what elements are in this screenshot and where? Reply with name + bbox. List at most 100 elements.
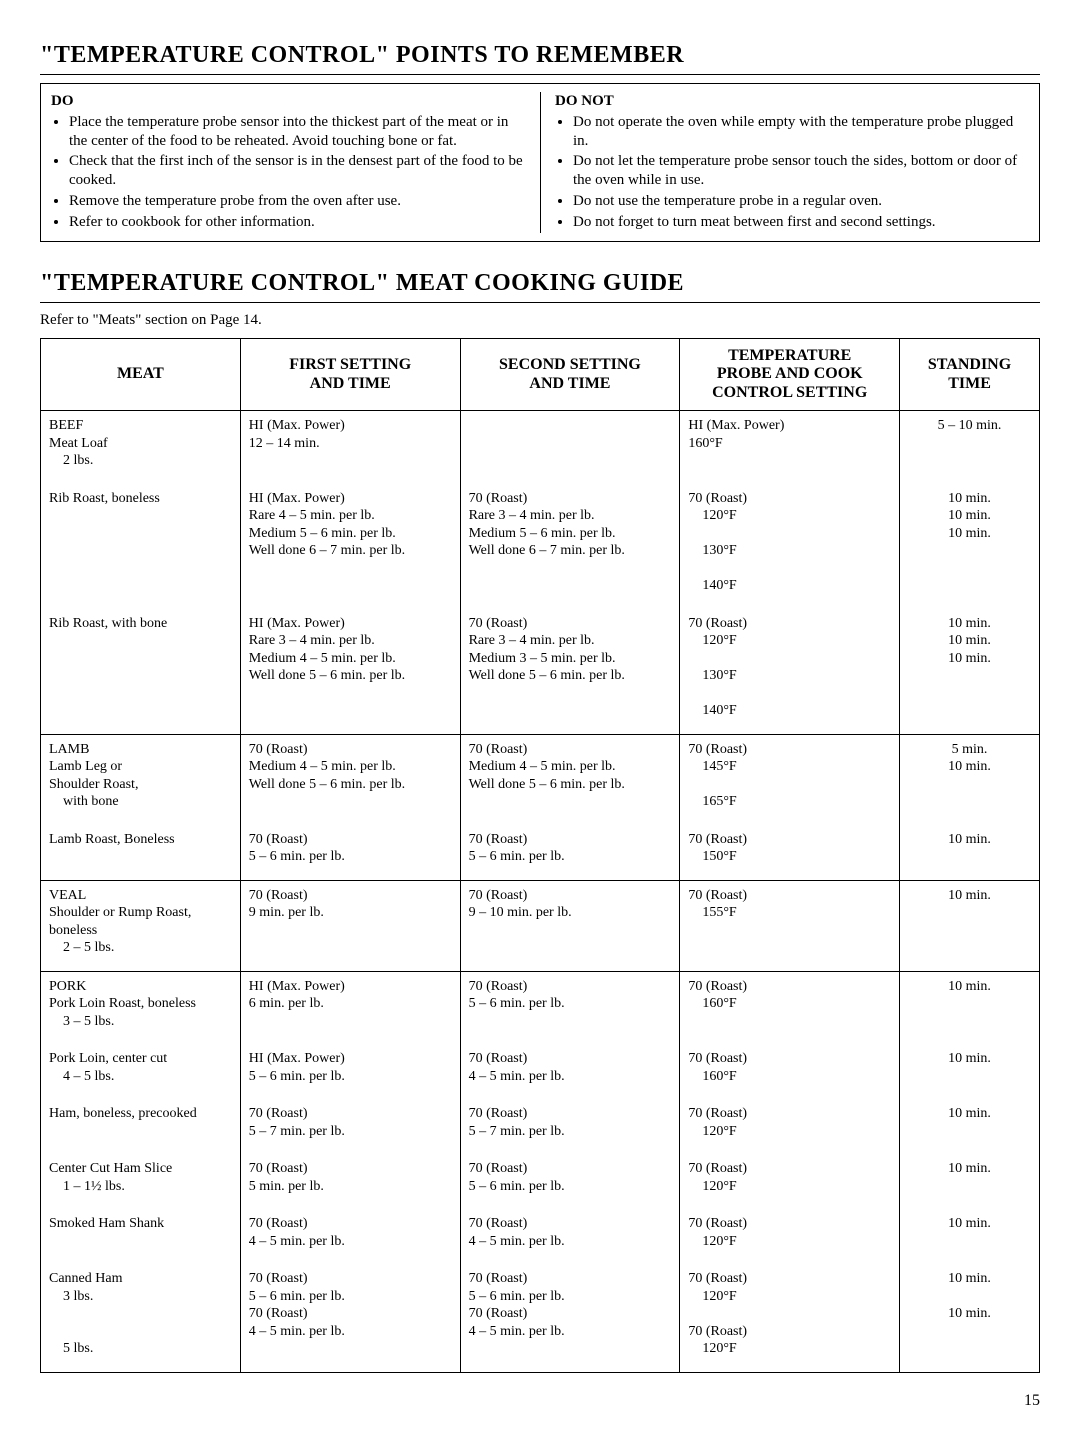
cell-first: 70 (Roast)5 – 6 min. per lb.70 (Roast)4 … xyxy=(240,1264,460,1372)
cell-temp: 70 (Roast)145°F165°F xyxy=(680,734,900,825)
cell-temp: 70 (Roast)120°F xyxy=(680,1099,900,1154)
cell-second: 70 (Roast)5 – 7 min. per lb. xyxy=(460,1099,680,1154)
cell-stand: 10 min. xyxy=(900,1044,1040,1099)
cell-stand: 10 min. xyxy=(900,1154,1040,1209)
donot-item: Do not let the temperature probe sensor … xyxy=(573,152,1029,190)
meat-cooking-guide-table: MEAT FIRST SETTINGAND TIME SECOND SETTIN… xyxy=(40,338,1040,1373)
table-row: Center Cut Ham Slice1 – 1½ lbs.70 (Roast… xyxy=(41,1154,1040,1209)
header-second: SECOND SETTINGAND TIME xyxy=(460,339,680,411)
cell-second: 70 (Roast)Rare 3 – 4 min. per lb.Medium … xyxy=(460,484,680,609)
cell-second: 70 (Roast)5 – 6 min. per lb.70 (Roast)4 … xyxy=(460,1264,680,1372)
cell-second: 70 (Roast)5 – 6 min. per lb. xyxy=(460,825,680,881)
donot-item: Do not forget to turn meat between first… xyxy=(573,213,1029,232)
table-header-row: MEAT FIRST SETTINGAND TIME SECOND SETTIN… xyxy=(41,339,1040,411)
cell-first: HI (Max. Power)6 min. per lb. xyxy=(240,971,460,1044)
section-title-1: "TEMPERATURE CONTROL" POINTS TO REMEMBER xyxy=(40,40,1040,70)
table-row: Lamb Roast, Boneless70 (Roast)5 – 6 min.… xyxy=(41,825,1040,881)
table-row: Smoked Ham Shank70 (Roast)4 – 5 min. per… xyxy=(41,1209,1040,1264)
cell-meat: Rib Roast, with bone xyxy=(41,609,241,735)
cell-first: 70 (Roast)Medium 4 – 5 min. per lb.Well … xyxy=(240,734,460,825)
cell-second: 70 (Roast)Medium 4 – 5 min. per lb.Well … xyxy=(460,734,680,825)
cell-second xyxy=(460,411,680,484)
cell-stand: 10 min.10 min.10 min. xyxy=(900,484,1040,609)
do-item: Refer to cookbook for other information. xyxy=(69,213,526,232)
do-heading: DO xyxy=(51,92,526,111)
table-row: VEALShoulder or Rump Roast,boneless2 – 5… xyxy=(41,880,1040,971)
cell-temp: 70 (Roast)120°F70 (Roast)120°F xyxy=(680,1264,900,1372)
page-number: 15 xyxy=(40,1391,1040,1411)
cell-second: 70 (Roast)5 – 6 min. per lb. xyxy=(460,1154,680,1209)
cell-stand: 10 min. xyxy=(900,1099,1040,1154)
cell-second: 70 (Roast)9 – 10 min. per lb. xyxy=(460,880,680,971)
cell-temp: 70 (Roast)120°F130°F140°F xyxy=(680,484,900,609)
cell-first: 70 (Roast)5 min. per lb. xyxy=(240,1154,460,1209)
cell-meat: Smoked Ham Shank xyxy=(41,1209,241,1264)
table-row: Rib Roast, bonelessHI (Max. Power)Rare 4… xyxy=(41,484,1040,609)
cell-second: 70 (Roast)4 – 5 min. per lb. xyxy=(460,1044,680,1099)
cell-meat: Center Cut Ham Slice1 – 1½ lbs. xyxy=(41,1154,241,1209)
cell-meat: Rib Roast, boneless xyxy=(41,484,241,609)
cell-stand: 5 min.10 min. xyxy=(900,734,1040,825)
do-list: Place the temperature probe sensor into … xyxy=(69,113,526,232)
cell-stand: 10 min. xyxy=(900,825,1040,881)
header-first: FIRST SETTINGAND TIME xyxy=(240,339,460,411)
cell-meat: VEALShoulder or Rump Roast,boneless2 – 5… xyxy=(41,880,241,971)
cell-second: 70 (Roast)4 – 5 min. per lb. xyxy=(460,1209,680,1264)
cell-first: 70 (Roast)5 – 6 min. per lb. xyxy=(240,825,460,881)
cell-stand: 10 min. xyxy=(900,971,1040,1044)
do-item: Remove the temperature probe from the ov… xyxy=(69,192,526,211)
points-box: DO Place the temperature probe sensor in… xyxy=(40,83,1040,242)
do-item: Place the temperature probe sensor into … xyxy=(69,113,526,151)
cell-stand: 10 min. xyxy=(900,1209,1040,1264)
donot-item: Do not operate the oven while empty with… xyxy=(573,113,1029,151)
table-row: PORKPork Loin Roast, boneless3 – 5 lbs.H… xyxy=(41,971,1040,1044)
cell-meat: LAMBLamb Leg orShoulder Roast,with bone xyxy=(41,734,241,825)
table-row: LAMBLamb Leg orShoulder Roast,with bone7… xyxy=(41,734,1040,825)
cell-temp: 70 (Roast)155°F xyxy=(680,880,900,971)
cell-first: 70 (Roast)5 – 7 min. per lb. xyxy=(240,1099,460,1154)
header-temp: TEMPERATUREPROBE AND COOKCONTROL SETTING xyxy=(680,339,900,411)
do-column: DO Place the temperature probe sensor in… xyxy=(51,92,540,233)
header-stand: STANDINGTIME xyxy=(900,339,1040,411)
donot-heading: DO NOT xyxy=(555,92,1029,111)
cell-meat: Lamb Roast, Boneless xyxy=(41,825,241,881)
cell-temp: 70 (Roast)150°F xyxy=(680,825,900,881)
horizontal-rule xyxy=(40,302,1040,303)
reference-line: Refer to "Meats" section on Page 14. xyxy=(40,311,1040,330)
table-row: Ham, boneless, precooked70 (Roast)5 – 7 … xyxy=(41,1099,1040,1154)
donot-list: Do not operate the oven while empty with… xyxy=(573,113,1029,232)
table-row: BEEFMeat Loaf2 lbs.HI (Max. Power)12 – 1… xyxy=(41,411,1040,484)
section-title-2: "TEMPERATURE CONTROL" MEAT COOKING GUIDE xyxy=(40,268,1040,298)
cell-temp: 70 (Roast)120°F xyxy=(680,1154,900,1209)
cell-first: 70 (Roast)4 – 5 min. per lb. xyxy=(240,1209,460,1264)
cell-first: HI (Max. Power)12 – 14 min. xyxy=(240,411,460,484)
table-row: Rib Roast, with boneHI (Max. Power)Rare … xyxy=(41,609,1040,735)
cell-first: HI (Max. Power)Rare 3 – 4 min. per lb.Me… xyxy=(240,609,460,735)
table-row: Pork Loin, center cut4 – 5 lbs.HI (Max. … xyxy=(41,1044,1040,1099)
cell-meat: PORKPork Loin Roast, boneless3 – 5 lbs. xyxy=(41,971,241,1044)
cell-stand: 5 – 10 min. xyxy=(900,411,1040,484)
cell-first: HI (Max. Power)5 – 6 min. per lb. xyxy=(240,1044,460,1099)
cell-first: 70 (Roast)9 min. per lb. xyxy=(240,880,460,971)
cell-temp: 70 (Roast)120°F xyxy=(680,1209,900,1264)
cell-temp: 70 (Roast)120°F130°F140°F xyxy=(680,609,900,735)
cell-stand: 10 min. xyxy=(900,880,1040,971)
cell-temp: 70 (Roast)160°F xyxy=(680,971,900,1044)
cell-meat: Canned Ham3 lbs.5 lbs. xyxy=(41,1264,241,1372)
cell-meat: Ham, boneless, precooked xyxy=(41,1099,241,1154)
cell-second: 70 (Roast)5 – 6 min. per lb. xyxy=(460,971,680,1044)
donot-column: DO NOT Do not operate the oven while emp… xyxy=(540,92,1029,233)
cell-second: 70 (Roast)Rare 3 – 4 min. per lb.Medium … xyxy=(460,609,680,735)
do-item: Check that the first inch of the sensor … xyxy=(69,152,526,190)
cell-meat: Pork Loin, center cut4 – 5 lbs. xyxy=(41,1044,241,1099)
donot-item: Do not use the temperature probe in a re… xyxy=(573,192,1029,211)
cell-stand: 10 min.10 min. xyxy=(900,1264,1040,1372)
cell-first: HI (Max. Power)Rare 4 – 5 min. per lb.Me… xyxy=(240,484,460,609)
cell-temp: 70 (Roast)160°F xyxy=(680,1044,900,1099)
cell-temp: HI (Max. Power)160°F xyxy=(680,411,900,484)
cell-stand: 10 min.10 min.10 min. xyxy=(900,609,1040,735)
table-row: Canned Ham3 lbs.5 lbs.70 (Roast)5 – 6 mi… xyxy=(41,1264,1040,1372)
header-meat: MEAT xyxy=(41,339,241,411)
horizontal-rule xyxy=(40,74,1040,75)
cell-meat: BEEFMeat Loaf2 lbs. xyxy=(41,411,241,484)
